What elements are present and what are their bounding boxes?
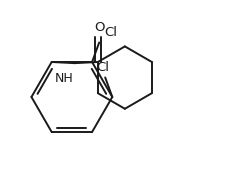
Text: O: O	[94, 21, 104, 34]
Text: Cl: Cl	[96, 61, 110, 74]
Text: Cl: Cl	[104, 26, 117, 39]
Text: NH: NH	[55, 72, 74, 85]
